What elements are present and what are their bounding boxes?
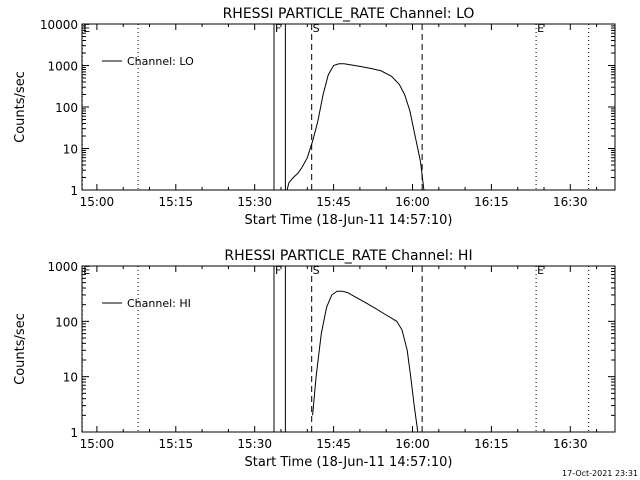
plot-frame	[81, 265, 616, 433]
x-tick-label: 16:30	[553, 195, 588, 209]
x-tick-label: 15:30	[237, 437, 272, 451]
y-tick-label: 1	[70, 426, 78, 440]
x-tick-label: 15:00	[80, 437, 115, 451]
chart-title: RHESSI PARTICLE_RATE Channel: HI	[224, 248, 472, 264]
x-tick-label: 15:00	[80, 195, 115, 209]
legend-label: Channel: HI	[127, 297, 191, 310]
plot-frame	[81, 23, 616, 191]
series-line	[312, 290, 419, 433]
y-tick-label: 10	[63, 143, 78, 157]
event-marker-label: S	[313, 264, 320, 277]
x-tick-label: 16:15	[474, 195, 509, 209]
x-tick-label: 16:15	[474, 437, 509, 451]
y-tick-label: 1000	[47, 260, 78, 274]
legend-label: Channel: LO	[127, 55, 194, 68]
y-tick-label: 10000	[40, 18, 78, 32]
y-axis-label: Counts/sec	[13, 313, 28, 385]
event-marker-label: E	[537, 22, 544, 35]
y-tick-label: 100	[55, 315, 78, 329]
event-marker-label: E	[83, 22, 90, 35]
y-axis-label: Counts/sec	[13, 71, 28, 143]
event-marker-label: E	[83, 264, 90, 277]
x-tick-label: 15:45	[316, 195, 351, 209]
event-marker-label: E	[537, 264, 544, 277]
timestamp-stamp: 17-Oct-2021 23:31	[562, 469, 638, 478]
event-marker-label: F	[275, 22, 281, 35]
series-line	[286, 63, 425, 191]
y-tick-label: 1000	[47, 60, 78, 74]
x-tick-label: 16:00	[395, 437, 430, 451]
x-axis-label: Start Time (18-Jun-11 14:57:10)	[245, 455, 453, 470]
x-tick-label: 16:30	[553, 437, 588, 451]
x-tick-label: 15:45	[316, 437, 351, 451]
event-marker-label: F	[275, 264, 281, 277]
event-marker-label: S	[313, 22, 320, 35]
chart-title: RHESSI PARTICLE_RATE Channel: LO	[223, 6, 475, 22]
y-tick-label: 100	[55, 101, 78, 115]
x-tick-label: 15:15	[159, 437, 194, 451]
x-tick-label: 16:00	[395, 195, 430, 209]
x-axis-label: Start Time (18-Jun-11 14:57:10)	[245, 213, 453, 228]
y-tick-label: 10	[63, 371, 78, 385]
x-tick-label: 15:15	[159, 195, 194, 209]
y-tick-label: 1	[70, 184, 78, 198]
x-tick-label: 15:30	[237, 195, 272, 209]
